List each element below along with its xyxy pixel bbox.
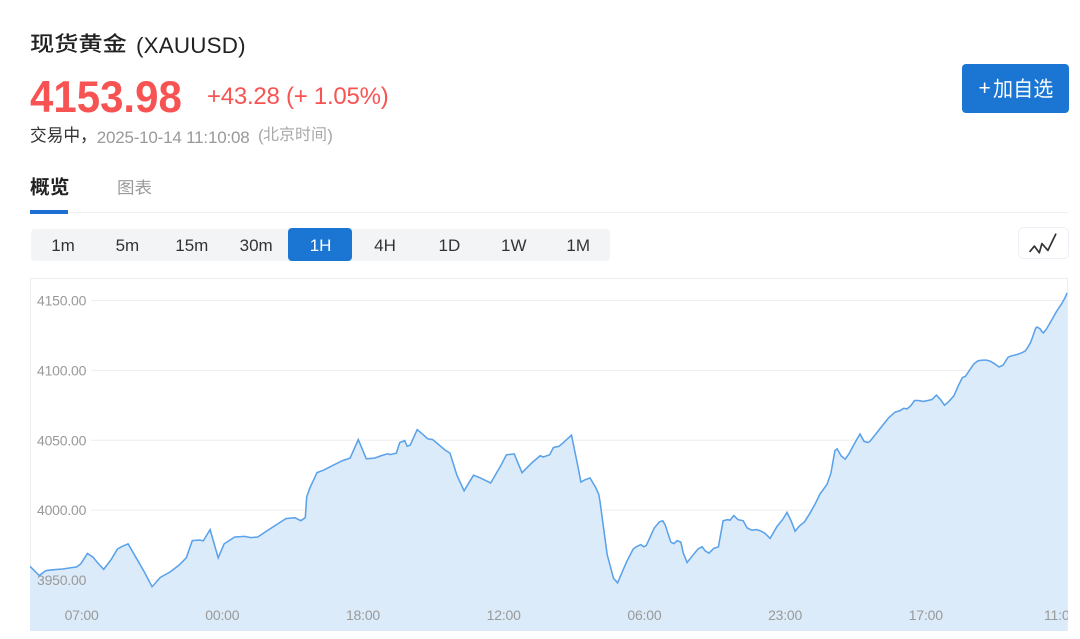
svg-text:12:00: 12:00 bbox=[487, 607, 521, 623]
svg-text:00:00: 00:00 bbox=[205, 607, 239, 623]
svg-text:3950.00: 3950.00 bbox=[37, 572, 87, 588]
svg-text:4000.00: 4000.00 bbox=[37, 502, 87, 518]
svg-text:23:00: 23:00 bbox=[768, 607, 802, 623]
svg-text:07:00: 07:00 bbox=[65, 607, 99, 623]
svg-text:06:00: 06:00 bbox=[627, 607, 661, 623]
svg-text:11:00: 11:00 bbox=[1044, 607, 1068, 623]
svg-text:17:00: 17:00 bbox=[909, 607, 943, 623]
svg-text:4100.00: 4100.00 bbox=[37, 362, 87, 378]
svg-text:18:00: 18:00 bbox=[346, 607, 380, 623]
svg-text:4050.00: 4050.00 bbox=[37, 432, 87, 448]
svg-text:4150.00: 4150.00 bbox=[37, 293, 87, 309]
